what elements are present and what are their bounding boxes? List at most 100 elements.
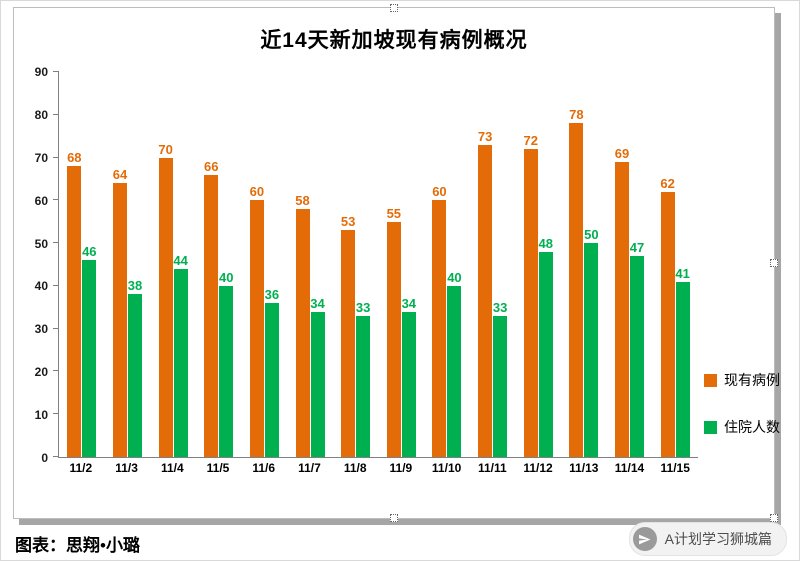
bar-value-label: 73 bbox=[477, 128, 493, 144]
y-tick-label: 0 bbox=[41, 451, 48, 465]
bar-value-label: 64 bbox=[112, 167, 128, 183]
bar-value-label: 40 bbox=[447, 269, 462, 285]
y-tick-mark bbox=[53, 456, 59, 457]
bar-value-label: 46 bbox=[82, 244, 97, 260]
bar bbox=[432, 200, 447, 457]
bar-value-label: 58 bbox=[295, 192, 310, 208]
y-tick-label: 40 bbox=[34, 279, 48, 294]
x-tick-label: 11/5 bbox=[206, 461, 230, 475]
legend: 现有病例 住院人数 bbox=[704, 370, 780, 437]
bar-value-label: 70 bbox=[158, 141, 173, 157]
bar-group: 70 44 bbox=[150, 72, 196, 457]
bar-value-label: 60 bbox=[432, 184, 447, 200]
plot-area: 68 46 64 38 70 44 66 40 60 36 58 34 53 33 55 34 60 40 73 33… bbox=[53, 71, 698, 458]
bar-wrap: 58 bbox=[295, 72, 310, 457]
selection-handle-bottom-right[interactable] bbox=[770, 514, 778, 522]
bar-wrap: 48 bbox=[538, 72, 553, 457]
selection-handle-top[interactable] bbox=[390, 4, 398, 12]
watermark: A计划学习狮城篇 bbox=[628, 522, 787, 556]
legend-label: 现有病例 bbox=[724, 372, 780, 388]
y-tick-label: 10 bbox=[34, 408, 48, 423]
bar-value-label: 69 bbox=[614, 145, 630, 161]
bar-value-label: 66 bbox=[204, 158, 219, 174]
bar-value-label: 60 bbox=[249, 184, 265, 200]
bar bbox=[127, 294, 142, 457]
bar-wrap: 40 bbox=[219, 72, 234, 457]
y-tick-label: 20 bbox=[34, 365, 48, 380]
bar-value-label: 33 bbox=[492, 299, 508, 315]
bar-value-label: 72 bbox=[523, 133, 538, 148]
bar-wrap: 55 bbox=[386, 72, 401, 457]
bar bbox=[310, 311, 325, 457]
bar-group: 69 47 bbox=[607, 72, 653, 457]
bar-wrap: 38 bbox=[127, 72, 142, 457]
bar bbox=[264, 303, 279, 457]
bar-value-label: 33 bbox=[355, 299, 371, 315]
bar bbox=[249, 200, 264, 457]
chart-object[interactable]: 近14天新加坡现有病例概况 0 10 20 30 40 50 60 70 80 90 68 46 64… bbox=[13, 4, 780, 522]
y-tick-mark bbox=[53, 242, 59, 244]
x-tick-label: 11/6 bbox=[252, 461, 276, 475]
bar-wrap: 33 bbox=[356, 72, 371, 457]
bar-group: 64 38 bbox=[105, 72, 151, 457]
bar-wrap: 69 bbox=[615, 72, 630, 457]
bar-group: 68 46 bbox=[59, 72, 105, 457]
y-tick-label: 60 bbox=[34, 193, 48, 208]
selection-handle-right[interactable] bbox=[770, 259, 778, 267]
bar-group: 60 36 bbox=[242, 72, 288, 457]
bar-wrap: 78 bbox=[569, 72, 584, 457]
bar-value-label: 40 bbox=[219, 269, 234, 285]
bar-wrap: 34 bbox=[401, 72, 416, 457]
y-tick-mark bbox=[53, 413, 59, 415]
bar-value-label: 62 bbox=[660, 175, 675, 191]
bar-wrap: 62 bbox=[660, 72, 675, 457]
selection-handle-bottom[interactable] bbox=[390, 514, 398, 522]
bar bbox=[615, 161, 629, 457]
bar bbox=[386, 221, 401, 457]
bar-wrap: 66 bbox=[204, 72, 219, 457]
bar-wrap: 70 bbox=[158, 72, 173, 457]
bar bbox=[675, 281, 690, 457]
x-tick-label: 11/14 bbox=[614, 461, 645, 475]
bar-value-label: 50 bbox=[584, 227, 599, 243]
bar-wrap: 44 bbox=[173, 72, 188, 457]
bar-wrap: 60 bbox=[249, 72, 264, 457]
bar-wrap: 64 bbox=[112, 72, 127, 457]
y-tick-mark bbox=[53, 156, 59, 158]
bar-group: 55 34 bbox=[378, 72, 424, 457]
bar-wrap: 50 bbox=[584, 72, 599, 457]
x-tick-label: 11/8 bbox=[343, 461, 367, 475]
bar bbox=[356, 315, 371, 457]
bar-value-label: 34 bbox=[310, 295, 325, 311]
bar-wrap: 36 bbox=[264, 72, 279, 457]
bar-wrap: 53 bbox=[341, 72, 356, 457]
footer-credit: 图表：思翔•小璐 bbox=[15, 536, 140, 555]
bar bbox=[204, 174, 219, 457]
chart-title: 近14天新加坡现有病例概况 bbox=[260, 29, 528, 52]
bar-wrap: 40 bbox=[447, 72, 462, 457]
bar bbox=[82, 260, 97, 457]
y-axis: 0 10 20 30 40 50 60 70 80 90 bbox=[14, 66, 54, 464]
bar-value-label: 53 bbox=[340, 214, 356, 230]
bar-wrap: 68 bbox=[67, 72, 82, 457]
bar-wrap: 47 bbox=[630, 72, 645, 457]
legend-swatch bbox=[704, 420, 717, 434]
y-tick-mark bbox=[53, 284, 59, 286]
bar bbox=[478, 144, 493, 457]
bar bbox=[538, 251, 553, 457]
bar bbox=[630, 255, 644, 457]
y-tick-mark bbox=[53, 370, 59, 372]
bar-wrap: 41 bbox=[675, 72, 690, 457]
bar-wrap: 46 bbox=[82, 72, 97, 457]
bar-value-label: 55 bbox=[386, 205, 402, 221]
bar-group: 78 50 bbox=[561, 72, 607, 457]
bar bbox=[523, 149, 538, 457]
bar bbox=[173, 268, 188, 457]
bar bbox=[158, 157, 173, 457]
bar bbox=[112, 183, 127, 457]
bar-wrap: 60 bbox=[432, 72, 447, 457]
x-tick-label: 11/7 bbox=[298, 461, 321, 475]
x-tick-label: 11/13 bbox=[569, 461, 599, 475]
legend-swatch bbox=[704, 373, 717, 387]
